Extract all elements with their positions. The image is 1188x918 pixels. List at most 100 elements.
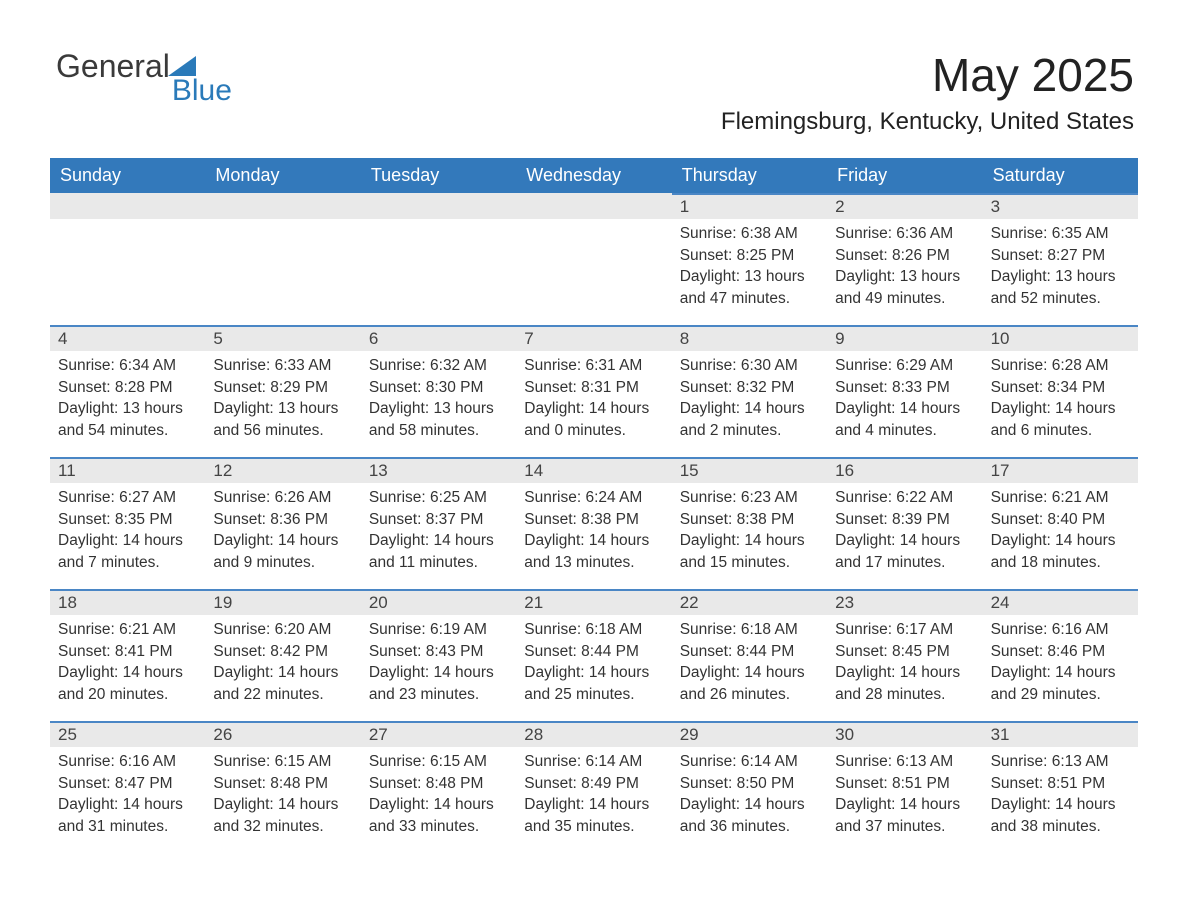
day1-line: Daylight: 14 hours [991,794,1130,816]
date-number: 16 [827,457,982,483]
day2-line: and 32 minutes. [213,816,352,838]
date-number: 6 [361,325,516,351]
date-number: 28 [516,721,671,747]
day-header: Monday [205,158,360,193]
sunrise-line: Sunrise: 6:16 AM [991,619,1130,641]
sunset-line: Sunset: 8:49 PM [524,773,663,795]
day1-line: Daylight: 14 hours [524,398,663,420]
date-number: 13 [361,457,516,483]
day2-line: and 23 minutes. [369,684,508,706]
sunset-line: Sunset: 8:50 PM [680,773,819,795]
calendar-cell: 2Sunrise: 6:36 AMSunset: 8:26 PMDaylight… [827,193,982,325]
sunrise-line: Sunrise: 6:21 AM [991,487,1130,509]
calendar-cell: 7Sunrise: 6:31 AMSunset: 8:31 PMDaylight… [516,325,671,457]
cell-content: Sunrise: 6:20 AMSunset: 8:42 PMDaylight:… [205,615,360,716]
sunset-line: Sunset: 8:51 PM [835,773,974,795]
calendar-cell: 10Sunrise: 6:28 AMSunset: 8:34 PMDayligh… [983,325,1138,457]
day2-line: and 13 minutes. [524,552,663,574]
day2-line: and 4 minutes. [835,420,974,442]
sunset-line: Sunset: 8:38 PM [524,509,663,531]
date-number: 10 [983,325,1138,351]
sunrise-line: Sunrise: 6:16 AM [58,751,197,773]
sunrise-line: Sunrise: 6:13 AM [991,751,1130,773]
sunrise-line: Sunrise: 6:30 AM [680,355,819,377]
date-number: 11 [50,457,205,483]
date-number [205,193,360,219]
sunrise-line: Sunrise: 6:31 AM [524,355,663,377]
calendar-cell: 21Sunrise: 6:18 AMSunset: 8:44 PMDayligh… [516,589,671,721]
sunset-line: Sunset: 8:38 PM [680,509,819,531]
cell-content: Sunrise: 6:16 AMSunset: 8:47 PMDaylight:… [50,747,205,848]
day1-line: Daylight: 14 hours [369,530,508,552]
day2-line: and 18 minutes. [991,552,1130,574]
sunset-line: Sunset: 8:44 PM [524,641,663,663]
day-header: Wednesday [516,158,671,193]
day-header: Thursday [672,158,827,193]
day2-line: and 58 minutes. [369,420,508,442]
sunrise-line: Sunrise: 6:14 AM [680,751,819,773]
sunrise-line: Sunrise: 6:23 AM [680,487,819,509]
cell-content: Sunrise: 6:32 AMSunset: 8:30 PMDaylight:… [361,351,516,452]
sunrise-line: Sunrise: 6:38 AM [680,223,819,245]
date-number: 1 [672,193,827,219]
calendar-cell: 16Sunrise: 6:22 AMSunset: 8:39 PMDayligh… [827,457,982,589]
location-label: Flemingsburg, Kentucky, United States [721,108,1134,136]
calendar-cell: 27Sunrise: 6:15 AMSunset: 8:48 PMDayligh… [361,721,516,853]
cell-content: Sunrise: 6:18 AMSunset: 8:44 PMDaylight:… [516,615,671,716]
sunrise-line: Sunrise: 6:18 AM [524,619,663,641]
sunrise-line: Sunrise: 6:17 AM [835,619,974,641]
date-number: 30 [827,721,982,747]
day2-line: and 26 minutes. [680,684,819,706]
day2-line: and 49 minutes. [835,288,974,310]
date-number: 21 [516,589,671,615]
day-header: Sunday [50,158,205,193]
sunrise-line: Sunrise: 6:24 AM [524,487,663,509]
calendar-cell: 28Sunrise: 6:14 AMSunset: 8:49 PMDayligh… [516,721,671,853]
sunset-line: Sunset: 8:40 PM [991,509,1130,531]
sunset-line: Sunset: 8:33 PM [835,377,974,399]
sunset-line: Sunset: 8:45 PM [835,641,974,663]
date-number: 8 [672,325,827,351]
date-number [516,193,671,219]
calendar-cell: 13Sunrise: 6:25 AMSunset: 8:37 PMDayligh… [361,457,516,589]
day1-line: Daylight: 14 hours [680,662,819,684]
day2-line: and 15 minutes. [680,552,819,574]
cell-content: Sunrise: 6:14 AMSunset: 8:50 PMDaylight:… [672,747,827,848]
cell-content: Sunrise: 6:28 AMSunset: 8:34 PMDaylight:… [983,351,1138,452]
calendar-cell: 26Sunrise: 6:15 AMSunset: 8:48 PMDayligh… [205,721,360,853]
sunrise-line: Sunrise: 6:36 AM [835,223,974,245]
cell-content: Sunrise: 6:13 AMSunset: 8:51 PMDaylight:… [983,747,1138,848]
cell-content: Sunrise: 6:27 AMSunset: 8:35 PMDaylight:… [50,483,205,584]
calendar-page: General Blue May 2025 Flemingsburg, Kent… [0,0,1188,918]
day2-line: and 9 minutes. [213,552,352,574]
sunrise-line: Sunrise: 6:32 AM [369,355,508,377]
calendar-cell: 23Sunrise: 6:17 AMSunset: 8:45 PMDayligh… [827,589,982,721]
calendar-cell [50,193,205,325]
calendar-cell: 6Sunrise: 6:32 AMSunset: 8:30 PMDaylight… [361,325,516,457]
date-number: 18 [50,589,205,615]
date-number [361,193,516,219]
day1-line: Daylight: 13 hours [369,398,508,420]
date-number: 2 [827,193,982,219]
date-number: 17 [983,457,1138,483]
sunset-line: Sunset: 8:35 PM [58,509,197,531]
date-number [50,193,205,219]
day1-line: Daylight: 14 hours [835,662,974,684]
day1-line: Daylight: 14 hours [991,662,1130,684]
cell-content: Sunrise: 6:33 AMSunset: 8:29 PMDaylight:… [205,351,360,452]
day1-line: Daylight: 14 hours [58,662,197,684]
day2-line: and 28 minutes. [835,684,974,706]
sunset-line: Sunset: 8:26 PM [835,245,974,267]
sunrise-line: Sunrise: 6:18 AM [680,619,819,641]
sunrise-line: Sunrise: 6:13 AM [835,751,974,773]
sunset-line: Sunset: 8:48 PM [369,773,508,795]
day2-line: and 25 minutes. [524,684,663,706]
sunrise-line: Sunrise: 6:28 AM [991,355,1130,377]
sunset-line: Sunset: 8:37 PM [369,509,508,531]
sunset-line: Sunset: 8:32 PM [680,377,819,399]
date-number: 25 [50,721,205,747]
calendar-grid: SundayMondayTuesdayWednesdayThursdayFrid… [50,158,1138,853]
day2-line: and 0 minutes. [524,420,663,442]
sunrise-line: Sunrise: 6:15 AM [213,751,352,773]
date-number: 3 [983,193,1138,219]
